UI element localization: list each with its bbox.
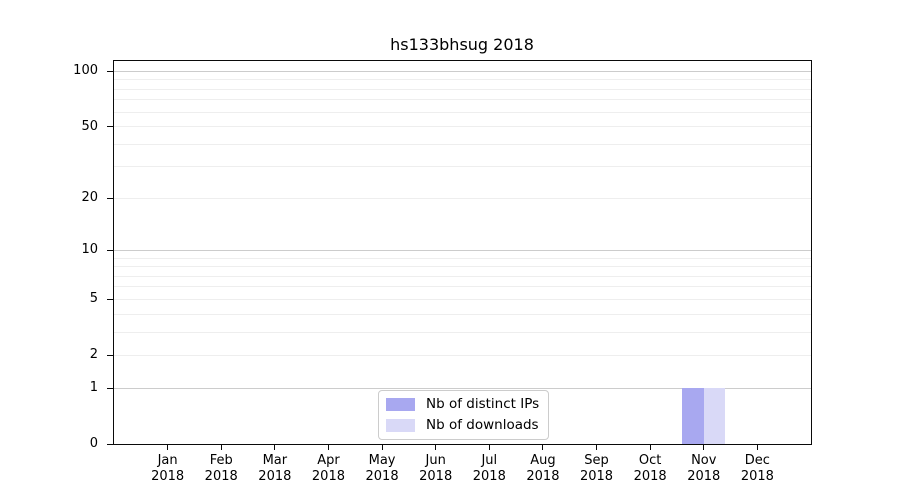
x-tick bbox=[167, 444, 169, 450]
x-tick-label-mar: Mar 2018 bbox=[258, 453, 292, 484]
x-tick-label-feb: Feb 2018 bbox=[204, 453, 238, 484]
y-tick bbox=[107, 443, 113, 445]
gridline-minor bbox=[114, 79, 811, 81]
gridline-minor bbox=[114, 313, 811, 315]
y-tick-label: 2 bbox=[89, 347, 98, 363]
plot-area: Nb of distinct IPs Nb of downloads 0 1 2 5 1… bbox=[73, 60, 812, 484]
x-tick-label-apr: Apr 2018 bbox=[311, 453, 345, 484]
y-tick bbox=[107, 387, 113, 389]
x-tick-label-jan: Jan 2018 bbox=[151, 453, 185, 484]
gridline-minor bbox=[114, 298, 811, 300]
gridline-major bbox=[114, 249, 811, 251]
gridline-minor bbox=[114, 111, 811, 113]
gridline-minor bbox=[114, 331, 811, 333]
x-tick-label-dec: Dec 2018 bbox=[740, 453, 774, 484]
x-tick-label-jul: Jul 2018 bbox=[472, 453, 506, 484]
gridline-minor bbox=[114, 257, 811, 259]
x-tick bbox=[327, 444, 329, 450]
legend-item-distinct-ips: Nb of distinct IPs bbox=[386, 396, 539, 413]
x-tick bbox=[542, 444, 544, 450]
x-tick-label-jun: Jun 2018 bbox=[419, 453, 453, 484]
gridline-major bbox=[114, 387, 811, 389]
chart-title: hs133bhsug 2018 bbox=[390, 35, 534, 54]
x-tick-label-nov: Nov 2018 bbox=[687, 453, 721, 484]
y-tick bbox=[107, 354, 113, 356]
x-tick bbox=[381, 444, 383, 450]
x-tick-label-oct: Oct 2018 bbox=[633, 453, 667, 484]
legend-swatch-distinct-ips bbox=[386, 398, 415, 411]
x-tick bbox=[220, 444, 222, 450]
y-tick-label: 0 bbox=[89, 436, 98, 451]
x-tick bbox=[274, 444, 276, 450]
y-tick bbox=[107, 126, 113, 128]
bar-nov-distinct-ips bbox=[682, 388, 704, 444]
x-tick bbox=[649, 444, 651, 450]
gridline-major bbox=[114, 70, 811, 72]
y-tick-label: 20 bbox=[81, 190, 98, 206]
y-tick-label: 10 bbox=[81, 242, 98, 258]
x-tick bbox=[703, 444, 705, 450]
legend-item-downloads: Nb of downloads bbox=[386, 417, 539, 434]
y-tick-label: 5 bbox=[89, 291, 98, 307]
legend: Nb of distinct IPs Nb of downloads bbox=[378, 390, 550, 440]
bar-nov-downloads bbox=[703, 388, 726, 444]
x-tick-label-may: May 2018 bbox=[365, 453, 399, 484]
x-tick-label-sep: Sep 2018 bbox=[579, 453, 614, 484]
legend-label-distinct-ips: Nb of distinct IPs bbox=[426, 396, 540, 412]
y-tick bbox=[107, 249, 113, 251]
gridline-minor bbox=[114, 166, 811, 168]
x-tick bbox=[435, 444, 437, 450]
gridline-minor bbox=[114, 286, 811, 288]
x-tick bbox=[596, 444, 598, 450]
legend-swatch-downloads bbox=[386, 419, 415, 432]
x-tick-label-aug: Aug 2018 bbox=[526, 453, 560, 484]
y-tick bbox=[107, 197, 113, 199]
gridline-minor bbox=[114, 354, 811, 356]
gridline-minor bbox=[114, 88, 811, 90]
y-tick bbox=[107, 70, 113, 72]
y-tick-label: 1 bbox=[89, 380, 98, 396]
x-tick bbox=[488, 444, 490, 450]
gridline-minor bbox=[114, 197, 811, 199]
y-tick-label: 50 bbox=[81, 118, 98, 134]
gridline-minor bbox=[114, 275, 811, 277]
y-tick-label: 100 bbox=[73, 63, 98, 79]
gridline-minor bbox=[114, 99, 811, 101]
legend-label-downloads: Nb of downloads bbox=[426, 417, 539, 433]
x-tick bbox=[756, 444, 758, 450]
y-tick bbox=[107, 298, 113, 300]
gridline-minor bbox=[114, 143, 811, 145]
gridline-minor bbox=[114, 266, 811, 268]
gridline-minor bbox=[114, 126, 811, 128]
